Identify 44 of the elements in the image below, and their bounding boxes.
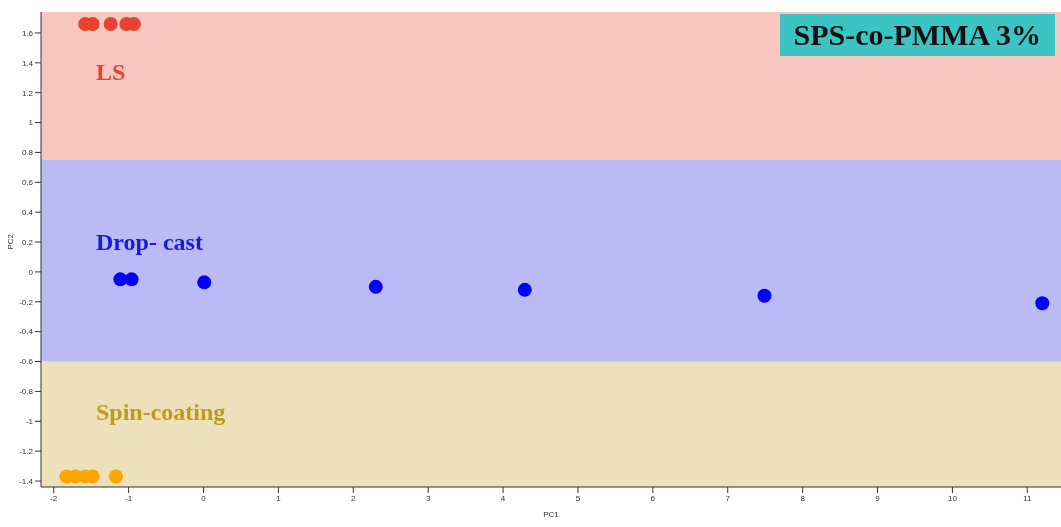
x-tick-label: 9 <box>875 493 881 503</box>
y-tick-label: 0 <box>28 267 34 277</box>
y-tick-label: -1 <box>25 417 34 427</box>
y-tick-label: 0.2 <box>21 237 34 247</box>
x-tick-label: 0 <box>201 493 207 503</box>
point <box>197 275 212 290</box>
x-tick-label: 8 <box>800 493 806 503</box>
point <box>757 288 772 303</box>
point <box>124 272 139 287</box>
y-tick-label: -0.4 <box>19 327 34 337</box>
x-tick-label: 10 <box>947 493 958 503</box>
point <box>103 16 118 31</box>
y-axis-title: PC2 <box>5 233 15 250</box>
x-tick-label: 6 <box>650 493 656 503</box>
x-tick-label: 5 <box>575 493 581 503</box>
x-tick-label: 11 <box>1023 493 1032 503</box>
band-label: Drop- cast <box>96 229 203 256</box>
y-tick-label: 0.6 <box>21 178 34 188</box>
x-tick-label: 2 <box>351 493 357 503</box>
x-tick-label: 3 <box>425 493 431 503</box>
point <box>368 279 383 294</box>
y-tick-label: 0.4 <box>21 208 34 217</box>
chart-title: SPS-co-PMMA 3% <box>779 14 1055 56</box>
y-tick-label: 1.2 <box>21 88 34 98</box>
y-tick-label: -0.6 <box>19 357 34 367</box>
x-tick-label: 4 <box>500 493 506 503</box>
point <box>517 282 532 297</box>
y-tick-label: 0.8 <box>21 148 34 158</box>
x-axis-title: PC1 <box>543 510 560 519</box>
band-label: Spin-coating <box>96 398 226 425</box>
point <box>108 469 123 484</box>
band-label: LS <box>96 58 126 85</box>
x-tick-label: -2 <box>50 493 58 503</box>
x-tick-label: 7 <box>725 493 731 503</box>
y-tick-label: 1.6 <box>21 28 34 38</box>
x-tick-label: 1 <box>276 493 282 503</box>
x-tick-label: -1 <box>125 493 133 503</box>
y-tick-label: -0.8 <box>19 387 34 397</box>
y-tick-label: -1.4 <box>19 476 34 486</box>
y-tick-label: 1 <box>28 118 34 128</box>
y-tick-label: -1.2 <box>19 446 34 456</box>
y-tick-label: 1.4 <box>21 58 34 68</box>
point <box>1035 296 1050 311</box>
y-tick-label: -0.2 <box>19 297 34 307</box>
